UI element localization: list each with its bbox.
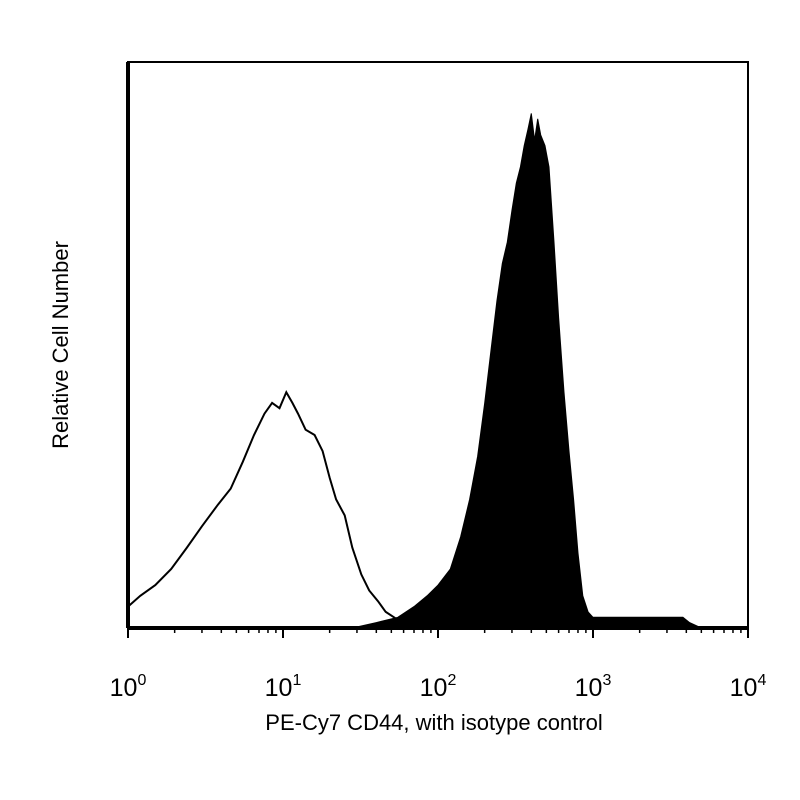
series-layer [127, 113, 702, 629]
x-tick-label: 101 [265, 672, 302, 702]
x-tick-exponent: 1 [292, 672, 301, 689]
x-tick-exponent: 0 [137, 672, 146, 689]
plot-frame [127, 61, 749, 629]
x-tick-label: 103 [575, 672, 612, 702]
x-axis-label: PE-Cy7 CD44, with isotype control [265, 710, 602, 735]
isotype-control-histogram [127, 389, 407, 629]
x-tick-layer: 100 101 102 103 104 [110, 628, 767, 702]
x-tick-exponent: 4 [757, 672, 766, 689]
x-tick-label: 104 [730, 672, 767, 702]
y-axis-label: Relative Cell Number [48, 241, 73, 449]
x-tick-label: 102 [420, 672, 457, 702]
x-tick-label: 100 [110, 672, 147, 702]
cd44-stained-histogram [352, 113, 702, 629]
x-tick-exponent: 3 [602, 672, 611, 689]
x-tick-exponent: 2 [447, 672, 456, 689]
